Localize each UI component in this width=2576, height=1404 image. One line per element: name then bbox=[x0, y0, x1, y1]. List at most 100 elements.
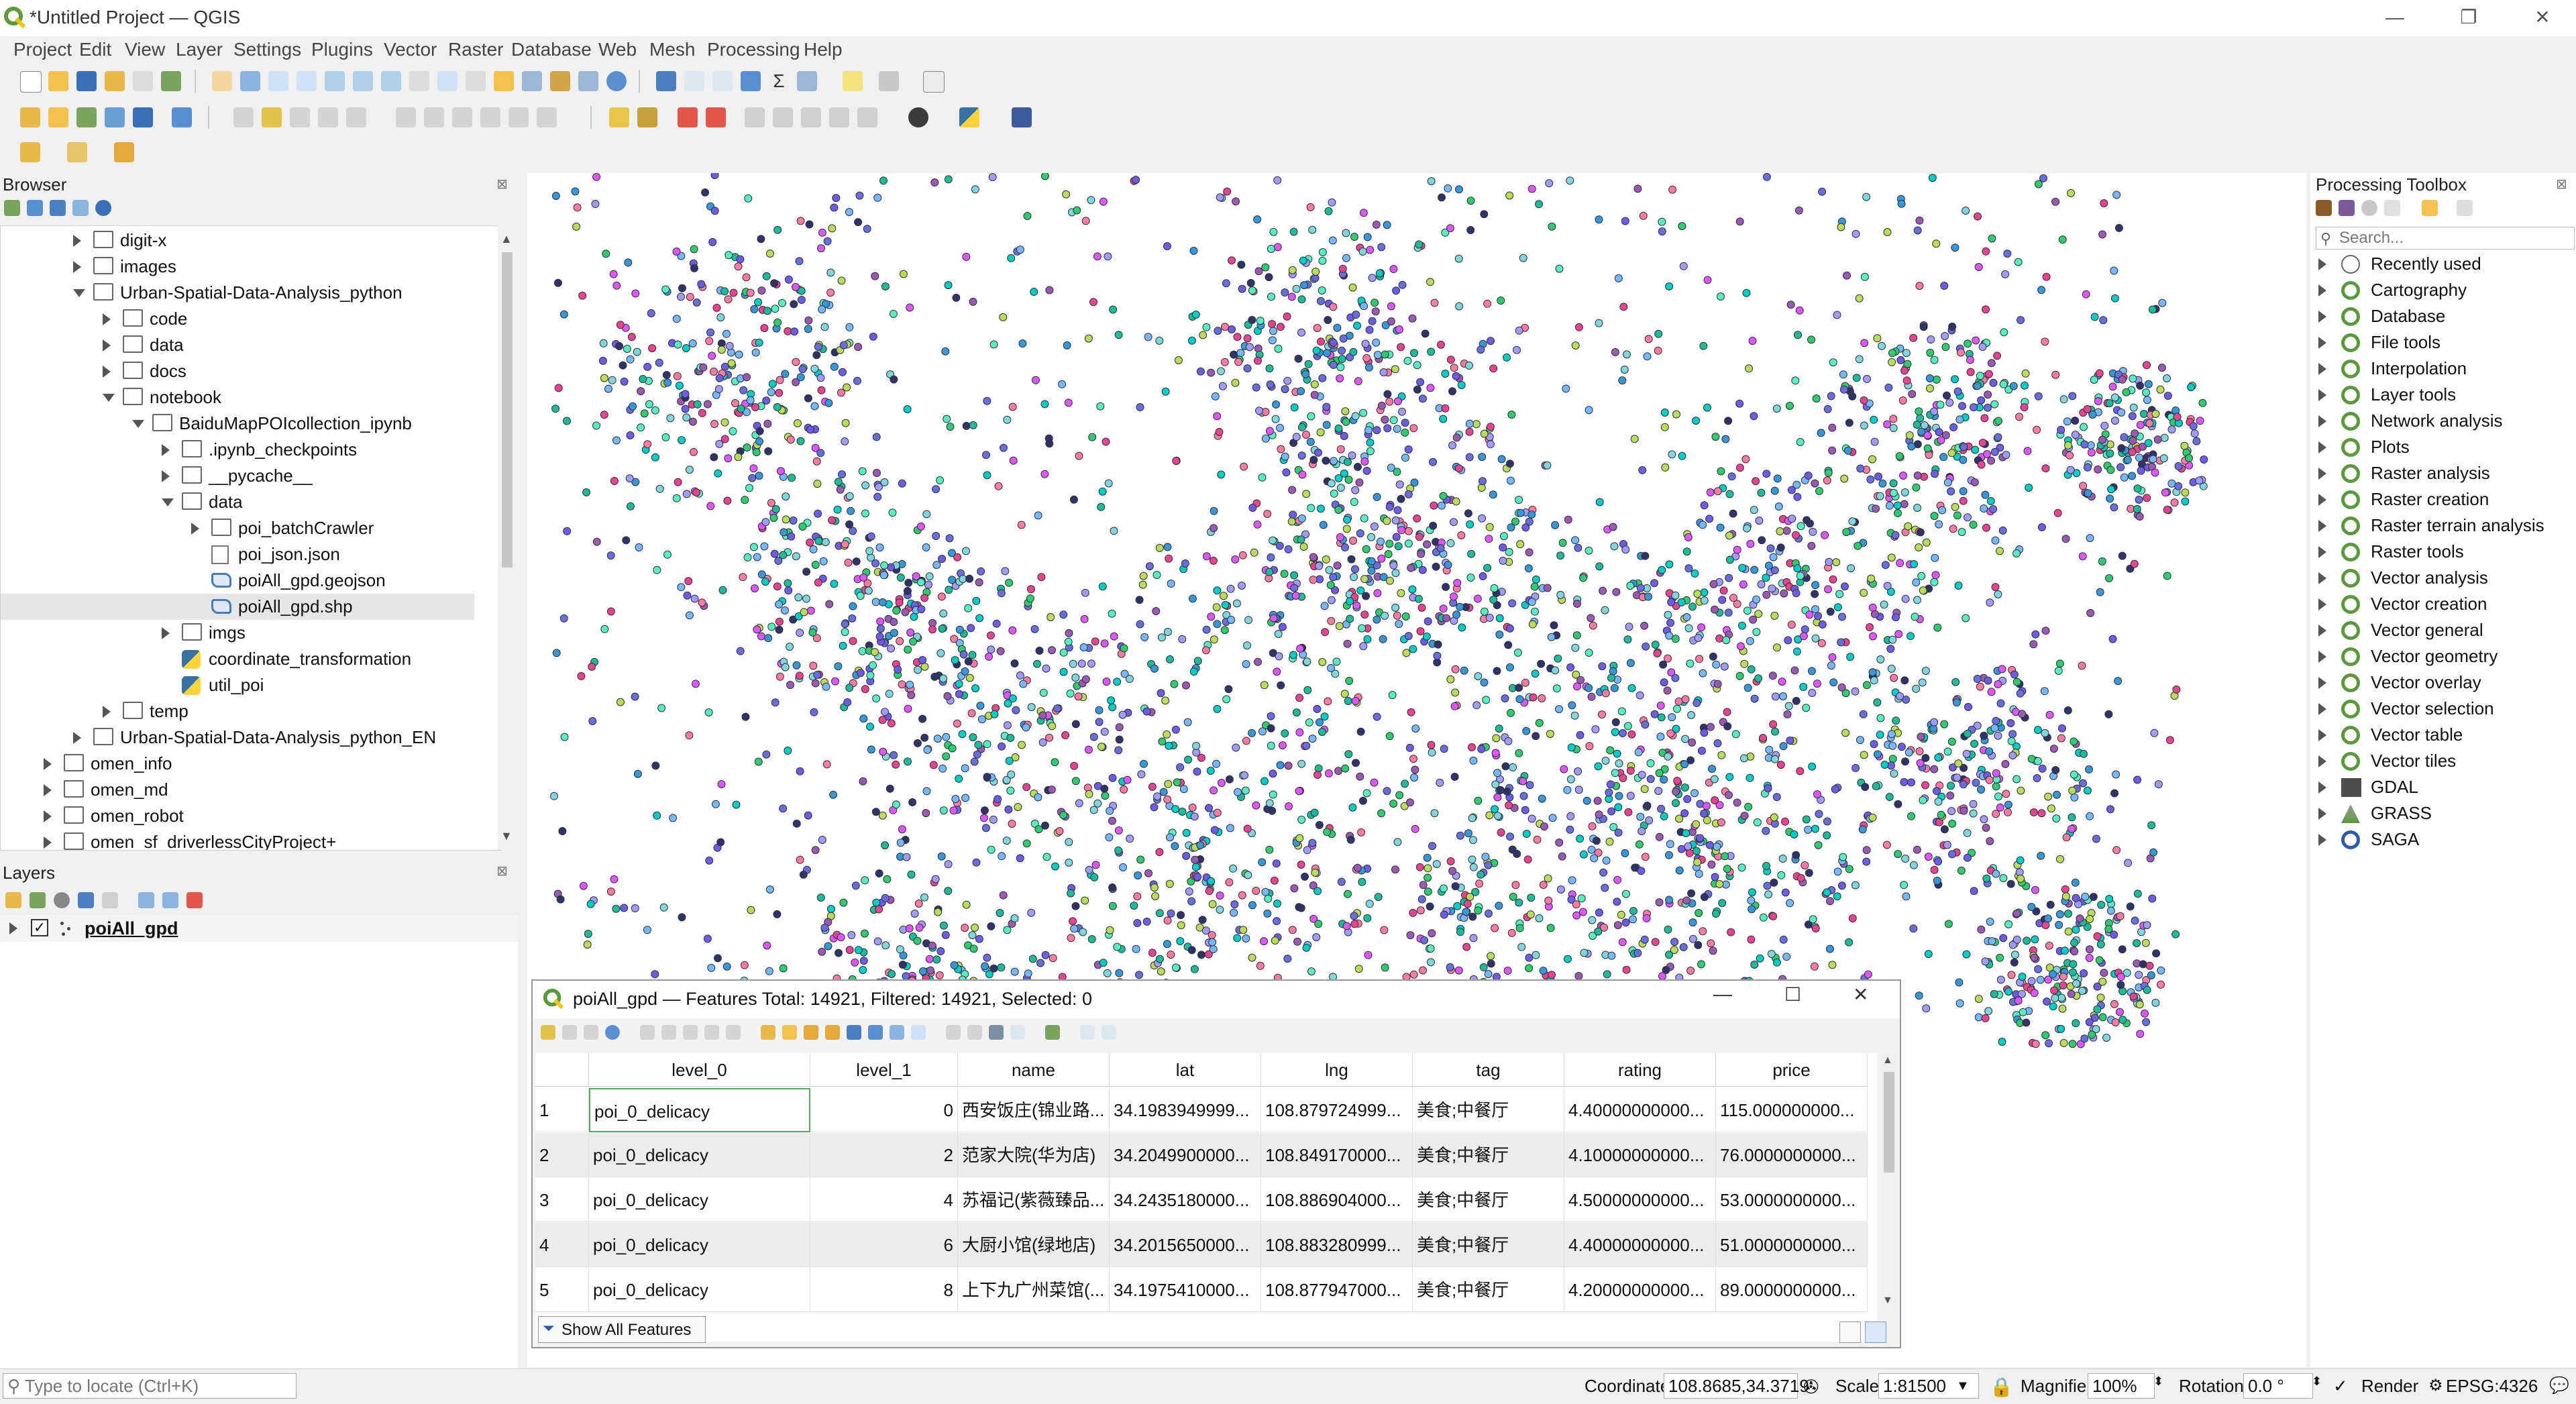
table-cell[interactable]: 4.40000000000... bbox=[1564, 1223, 1716, 1267]
chevron-down-icon[interactable] bbox=[73, 289, 85, 297]
browser-item[interactable]: digit-x bbox=[1, 227, 474, 254]
browser-close-icon[interactable]: ⊠ bbox=[496, 177, 508, 192]
table-view-icon[interactable] bbox=[1865, 1321, 1886, 1343]
table-cell[interactable]: 89.0000000000... bbox=[1716, 1268, 1868, 1312]
models-icon[interactable] bbox=[2316, 200, 2332, 216]
table-cell[interactable]: 上下九广州菜馆(... bbox=[958, 1268, 1110, 1312]
statistics-icon[interactable]: Σ bbox=[769, 71, 789, 91]
table-cell[interactable]: 34.2015650000... bbox=[1110, 1223, 1261, 1267]
browser-item[interactable]: data bbox=[1, 489, 474, 515]
table-cell[interactable]: 美食;中餐厅 bbox=[1413, 1133, 1564, 1177]
table-cell[interactable]: 美食;中餐厅 bbox=[1413, 1268, 1564, 1312]
browser-item[interactable]: Urban-Spatial-Data-Analysis_python bbox=[1, 280, 474, 306]
table-cell[interactable]: poi_0_delicacy bbox=[589, 1133, 810, 1177]
measure-icon[interactable] bbox=[797, 71, 817, 91]
scroll-up-icon[interactable]: ▲ bbox=[500, 232, 513, 246]
scale-dropdown-icon[interactable]: ▼ bbox=[1956, 1379, 1970, 1393]
invert-selection-icon[interactable] bbox=[804, 1025, 818, 1040]
label-show-hide-icon[interactable] bbox=[829, 107, 849, 127]
table-cell[interactable]: 108.877947000... bbox=[1261, 1268, 1413, 1312]
table-cell[interactable]: 53.0000000000... bbox=[1716, 1178, 1868, 1222]
table-cell[interactable]: 34.2049900000... bbox=[1110, 1133, 1261, 1177]
table-cell[interactable]: 115.000000000... bbox=[1716, 1088, 1868, 1132]
column-header-price[interactable]: price bbox=[1716, 1053, 1868, 1087]
layer-visibility-checkbox[interactable]: ✓ bbox=[31, 919, 48, 936]
new-project-icon[interactable] bbox=[20, 71, 42, 93]
chevron-right-icon[interactable] bbox=[73, 235, 81, 247]
bookmark-icon[interactable] bbox=[550, 71, 570, 91]
locator-input[interactable]: ⚲ Type to locate (Ctrl+K) bbox=[3, 1373, 297, 1399]
reload-icon[interactable] bbox=[605, 1025, 620, 1040]
toggle-editing-icon[interactable] bbox=[541, 1025, 555, 1040]
scripts-icon[interactable] bbox=[2339, 200, 2355, 216]
browser-item[interactable]: data bbox=[1, 332, 474, 358]
actions-icon[interactable] bbox=[1102, 1025, 1116, 1040]
chevron-right-icon[interactable] bbox=[2318, 677, 2326, 689]
diagram-icon[interactable] bbox=[678, 107, 698, 127]
chevron-right-icon[interactable] bbox=[2318, 625, 2326, 637]
browser-item[interactable]: poi_json.json bbox=[1, 541, 474, 568]
maximize-button[interactable]: ❐ bbox=[2460, 7, 2477, 28]
row-number[interactable]: 4 bbox=[535, 1223, 589, 1267]
zoom-selection-icon[interactable] bbox=[353, 71, 373, 91]
label-properties-icon[interactable] bbox=[857, 107, 877, 127]
cut-features-icon[interactable] bbox=[424, 107, 444, 127]
browser-item[interactable]: code bbox=[1, 306, 474, 332]
scroll-down-icon[interactable]: ▼ bbox=[1882, 1295, 1893, 1306]
chevron-right-icon[interactable] bbox=[162, 444, 170, 456]
scroll-up-icon[interactable]: ▲ bbox=[1882, 1055, 1893, 1066]
zoom-native-icon[interactable] bbox=[409, 71, 429, 91]
pan-icon[interactable] bbox=[212, 71, 232, 91]
column-header-lat[interactable]: lat bbox=[1110, 1053, 1261, 1087]
zoom-next-icon[interactable] bbox=[466, 71, 486, 91]
scroll-down-icon[interactable]: ▼ bbox=[500, 829, 513, 843]
table-cell[interactable]: 4.10000000000... bbox=[1564, 1133, 1716, 1177]
table-cell[interactable]: poi_0_delicacy bbox=[589, 1178, 810, 1222]
scroll-thumb[interactable] bbox=[502, 252, 513, 568]
browser-item[interactable]: .ipynb_checkpoints bbox=[1, 437, 474, 463]
attr-minimize-button[interactable]: — bbox=[1713, 983, 1732, 1004]
filter-legend-icon[interactable] bbox=[78, 892, 94, 908]
visibility-icon[interactable] bbox=[54, 892, 70, 908]
crs-label[interactable]: EPSG:4326 bbox=[2446, 1376, 2538, 1396]
row-number[interactable]: 3 bbox=[535, 1178, 589, 1222]
new-print-layout-icon[interactable] bbox=[105, 71, 125, 91]
add-selected-icon[interactable] bbox=[4, 200, 20, 216]
add-vector-layer-icon[interactable] bbox=[76, 107, 97, 127]
zoom-out-icon[interactable] bbox=[297, 71, 317, 91]
menu-edit[interactable]: Edit bbox=[79, 39, 112, 60]
copy-features-icon[interactable] bbox=[452, 107, 472, 127]
browser-item[interactable]: omen_sf_driverlessCityProject+ bbox=[1, 829, 474, 850]
table-cell[interactable]: 4.40000000000... bbox=[1564, 1088, 1716, 1132]
toggle-extents-icon[interactable]: ✇ bbox=[1803, 1376, 1819, 1397]
attr-maximize-button[interactable]: ☐ bbox=[1784, 984, 1802, 1005]
browser-item[interactable]: poiAll_gpd.shp bbox=[1, 594, 474, 620]
zoom-to-selected-icon[interactable] bbox=[911, 1025, 926, 1040]
select-all-icon[interactable] bbox=[782, 1025, 797, 1040]
dock-table-icon[interactable] bbox=[1080, 1025, 1095, 1040]
row-number[interactable]: 2 bbox=[535, 1133, 589, 1177]
chevron-right-icon[interactable] bbox=[2318, 546, 2326, 558]
add-raster-layer-icon[interactable] bbox=[105, 107, 125, 127]
show-bookmarks-icon[interactable] bbox=[578, 71, 598, 91]
crs-icon[interactable]: ⚙ bbox=[2428, 1376, 2443, 1395]
table-cell[interactable]: poi_0_delicacy bbox=[589, 1088, 810, 1132]
refresh-icon[interactable] bbox=[606, 71, 627, 91]
table-cell[interactable]: 51.0000000000... bbox=[1716, 1223, 1868, 1267]
browser-item[interactable]: __pycache__ bbox=[1, 463, 474, 489]
browser-item[interactable]: omen_md bbox=[1, 777, 474, 803]
label-move-icon[interactable] bbox=[745, 107, 765, 127]
move-selection-top-icon[interactable] bbox=[868, 1025, 883, 1040]
table-cell[interactable]: 108.879724999... bbox=[1261, 1088, 1413, 1132]
history-icon[interactable] bbox=[2361, 200, 2377, 216]
deselect-icon[interactable] bbox=[114, 142, 134, 162]
layer-row[interactable]: ✓ poiAll_gpd bbox=[0, 915, 518, 942]
chevron-right-icon[interactable] bbox=[2318, 703, 2326, 715]
browser-item[interactable]: BaiduMapPOIcollection_ipynb bbox=[1, 411, 474, 437]
lock-scale-icon[interactable]: 🔒 bbox=[1990, 1376, 2013, 1397]
table-cell[interactable]: 34.2435180000... bbox=[1110, 1178, 1261, 1222]
menu-mesh[interactable]: Mesh bbox=[649, 39, 696, 60]
browser-item[interactable]: images bbox=[1, 254, 474, 280]
rotation-field[interactable]: 0.0 ° bbox=[2243, 1373, 2313, 1399]
table-cell[interactable]: 美食;中餐厅 bbox=[1413, 1223, 1564, 1267]
